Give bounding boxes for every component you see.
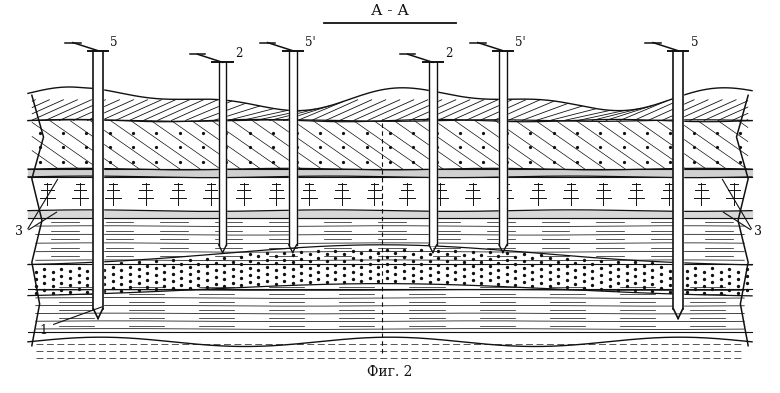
- Text: 3: 3: [754, 225, 762, 238]
- Text: 3: 3: [15, 225, 23, 238]
- Text: 5': 5': [516, 36, 526, 49]
- Text: 5: 5: [111, 36, 118, 49]
- Text: 1: 1: [40, 324, 48, 337]
- Text: 5: 5: [690, 36, 698, 49]
- Text: А - А: А - А: [371, 4, 409, 18]
- Text: 2: 2: [235, 48, 243, 61]
- Text: 5': 5': [305, 36, 316, 49]
- Text: Фиг. 2: Фиг. 2: [367, 365, 413, 379]
- Text: 2: 2: [445, 48, 452, 61]
